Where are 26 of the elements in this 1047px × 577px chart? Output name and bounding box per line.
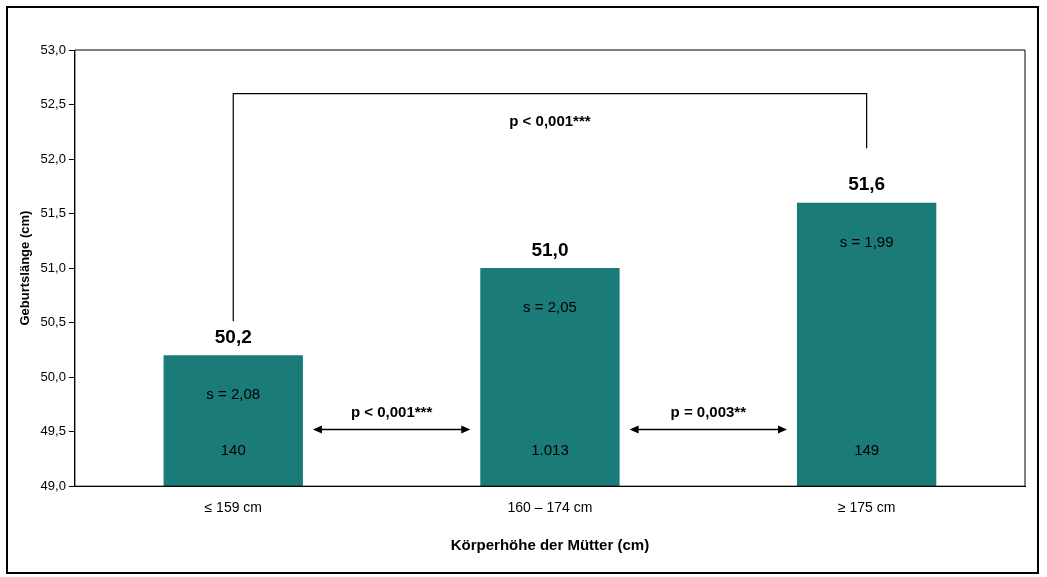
y-tick-label: 51,5 [40, 205, 66, 221]
y-axis-title: Geburtslänge (cm) [17, 210, 33, 326]
annotation: s = 2,05 [523, 298, 577, 316]
y-tick-label: 52,5 [40, 96, 66, 112]
annotation: p < 0,001*** [509, 111, 591, 129]
annotation: p < 0,001*** [350, 403, 433, 421]
y-tick-label: 49,0 [40, 477, 66, 493]
data-label: 51,0 [531, 238, 569, 260]
y-tick-label: 50,5 [40, 314, 66, 330]
annotation: 140 [220, 441, 246, 459]
y-tick-label: 50,0 [40, 368, 66, 384]
annotation: s = 1,99 [839, 232, 894, 250]
x-tick-label: ≤ 159 cm [204, 499, 262, 516]
data-label: 51,6 [848, 173, 886, 195]
annotation: p = 0,003** [670, 403, 747, 421]
y-tick-label: 51,0 [40, 259, 66, 275]
annotation: 1.013 [531, 441, 569, 459]
y-tick-label: 53,0 [40, 41, 66, 57]
annotation: 149 [854, 441, 880, 459]
y-tick-label: 49,5 [40, 423, 66, 439]
x-axis-title: Körperhöhe der Mütter (cm) [450, 536, 650, 554]
y-tick-label: 52,0 [40, 150, 66, 166]
x-tick-label: ≥ 175 cm [837, 499, 896, 516]
annotation: s = 2,08 [206, 385, 261, 403]
x-tick-label: 160 – 174 cm [507, 499, 593, 516]
data-label: 50,2 [214, 326, 252, 348]
